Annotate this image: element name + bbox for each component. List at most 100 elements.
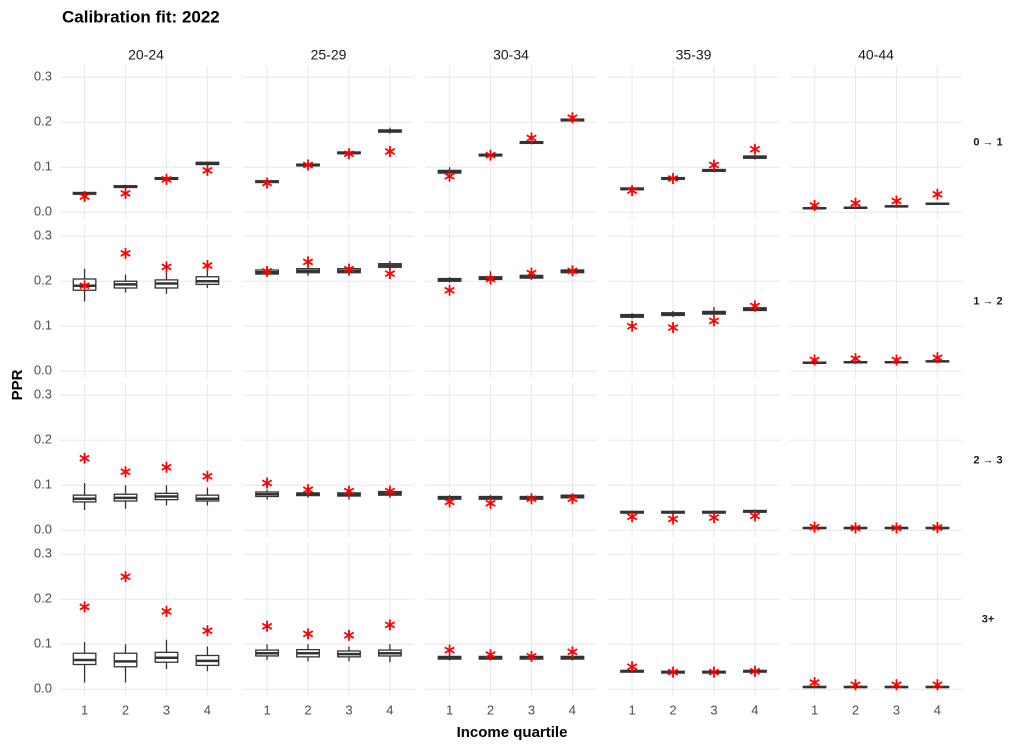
observed-point	[384, 268, 396, 280]
observed-point	[932, 522, 943, 534]
observed-point	[261, 477, 273, 489]
x-tick-label: 1	[628, 702, 635, 717]
observed-point	[567, 112, 578, 124]
column-strip-label: 40-44	[858, 47, 894, 63]
y-tick-label: 0.0	[34, 681, 52, 696]
y-tick-label: 0.0	[34, 204, 52, 219]
observed-point	[567, 265, 578, 277]
observed-point	[850, 353, 861, 365]
x-tick-label: 2	[487, 702, 494, 717]
y-tick-label: 0.3	[34, 546, 52, 561]
observed-point	[708, 315, 720, 327]
observed-point	[79, 452, 90, 464]
observed-point	[626, 511, 638, 523]
observed-point	[749, 143, 761, 155]
observed-point	[161, 173, 172, 185]
observed-point	[667, 322, 679, 334]
observed-point	[850, 197, 861, 209]
y-tick-label: 0.3	[34, 69, 52, 84]
x-tick-label: 4	[569, 702, 576, 717]
observed-point	[261, 620, 273, 632]
observed-point	[302, 484, 314, 496]
observed-point	[485, 649, 496, 661]
x-tick-label: 2	[669, 702, 676, 717]
observed-point	[626, 661, 638, 673]
row-strip-label: 1 → 2	[973, 295, 1002, 307]
observed-point	[343, 485, 355, 497]
observed-point	[120, 466, 131, 478]
observed-point	[161, 261, 172, 273]
observed-point	[161, 605, 172, 617]
y-tick-label: 0.1	[34, 318, 52, 333]
row-strip-label: 0 → 1	[973, 136, 1002, 148]
observed-point	[120, 247, 131, 259]
observed-point	[850, 679, 861, 691]
column-strip-label: 30-34	[493, 47, 529, 63]
observed-point	[526, 132, 537, 144]
chart-title: Calibration fit: 2022	[62, 7, 220, 26]
y-tick-label: 0.3	[34, 387, 52, 402]
observed-point	[749, 510, 761, 522]
observed-point	[891, 522, 902, 534]
observed-point	[161, 461, 172, 473]
observed-point	[667, 173, 679, 184]
observed-point	[202, 164, 213, 176]
x-tick-label: 4	[204, 702, 211, 717]
y-tick-label: 0.0	[34, 522, 52, 537]
x-tick-label: 1	[811, 702, 818, 717]
observed-point	[891, 195, 902, 207]
y-tick-label: 0.0	[34, 363, 52, 378]
observed-point	[526, 267, 537, 279]
observed-point	[809, 677, 820, 688]
observed-point	[384, 146, 396, 157]
observed-point	[749, 300, 761, 312]
x-tick-label: 1	[263, 702, 270, 717]
y-tick-label: 0.1	[34, 159, 52, 174]
y-tick-label: 0.2	[34, 591, 52, 606]
observed-point	[708, 512, 720, 524]
observed-point	[809, 521, 820, 533]
observed-point	[261, 177, 273, 189]
x-tick-label: 1	[446, 702, 453, 717]
observed-point	[626, 320, 638, 332]
observed-point	[79, 601, 90, 613]
observed-point	[120, 571, 131, 583]
observed-point	[343, 263, 355, 275]
observed-point	[526, 650, 537, 662]
column-strip-label: 35-39	[676, 47, 712, 63]
observed-point	[444, 284, 455, 296]
x-tick-label: 3	[710, 702, 717, 717]
y-tick-label: 0.2	[34, 273, 52, 288]
box	[113, 652, 138, 668]
observed-point	[343, 148, 355, 160]
observed-point	[202, 260, 213, 271]
y-tick-label: 0.3	[34, 228, 52, 243]
observed-point	[302, 159, 314, 171]
observed-point	[567, 493, 578, 505]
row-strip-label: 2 → 3	[973, 454, 1002, 466]
observed-point	[261, 265, 273, 277]
x-tick-label: 3	[345, 702, 352, 717]
y-tick-label: 0.1	[34, 477, 52, 492]
observed-point	[626, 185, 638, 197]
observed-point	[485, 149, 496, 161]
y-axis-label: PPR	[9, 369, 26, 400]
y-tick-label: 0.2	[34, 432, 52, 447]
column-strip-label: 20-24	[128, 47, 164, 63]
x-tick-label: 2	[122, 702, 129, 717]
observed-point	[749, 665, 761, 677]
observed-point	[708, 666, 720, 678]
y-tick-label: 0.1	[34, 636, 52, 651]
observed-point	[485, 497, 496, 509]
observed-point	[567, 646, 578, 658]
observed-point	[79, 280, 90, 292]
observed-point	[384, 485, 396, 497]
observed-point	[708, 159, 720, 171]
x-tick-label: 3	[163, 702, 170, 717]
x-tick-label: 3	[528, 702, 535, 717]
observed-point	[343, 629, 355, 641]
observed-point	[485, 273, 496, 285]
observed-point	[932, 352, 943, 364]
y-tick-label: 0.2	[34, 114, 52, 129]
